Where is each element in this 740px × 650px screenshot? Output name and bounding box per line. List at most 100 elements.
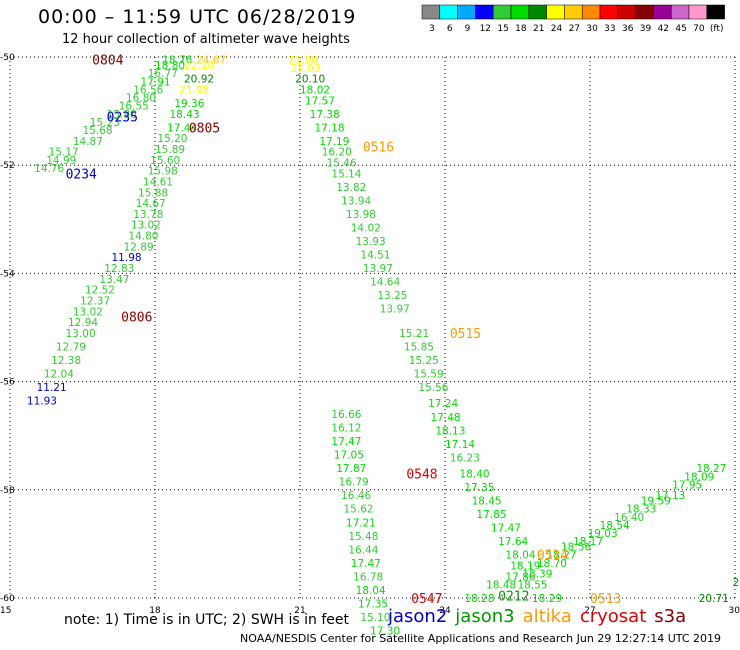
wave-height-point: 18.39 [522, 569, 552, 581]
wave-height-point: 18.04 [356, 585, 386, 597]
time-labels: 0804 0235 0805 0234 0516 0806 0515 0548 0514 0212… [66, 54, 622, 607]
y-tick-label: -58 [0, 486, 15, 496]
satellite-legend: jason2 jason3 altika cryosat s3a [388, 606, 694, 627]
wave-height-point: 17.47 [351, 558, 381, 570]
wave-height-point: 12.89 [124, 241, 154, 253]
time-label: 0515 [450, 327, 481, 342]
colorbar-swatch [670, 4, 690, 20]
wave-height-point: 19.03 [588, 528, 618, 540]
wave-height-point: 13.97 [363, 263, 393, 275]
wave-height-point: 18.55 [518, 579, 548, 591]
wave-height-point: 13.98 [346, 209, 376, 221]
wave-height-point: 18.80 [155, 60, 185, 72]
wave-height-point: 13.82 [336, 182, 366, 194]
wave-height-point: 15.21 [399, 328, 429, 340]
wave-height-point: 18.70 [537, 558, 567, 570]
wave-height-point: 17.85 [476, 509, 506, 521]
colorbar-swatch [564, 4, 583, 20]
wave-height-point: 16.20 [322, 147, 352, 159]
wave-height-point: 17.47 [331, 436, 361, 448]
wave-height-point: 18.04 [505, 550, 535, 562]
wave-height-point: 19.59 [641, 496, 671, 508]
wave-height-point: 14.80 [128, 231, 158, 243]
legend-item-altika: altika [522, 606, 572, 627]
wave-height-point: 14.61 [143, 176, 173, 188]
wave-height-point: 17.35 [358, 598, 388, 610]
wave-height-point: 16.79 [339, 477, 369, 489]
wave-height-point: 15.62 [344, 504, 374, 516]
wave-height-point: 17.38 [310, 109, 340, 121]
colorbar-label: 15 [497, 24, 508, 34]
wave-height-point: 17.87 [336, 463, 366, 475]
colorbar-label: 42 [658, 24, 669, 34]
colorbar-label: 21 [533, 24, 544, 34]
chart-grid [9, 56, 736, 599]
wave-height-point: 12.38 [51, 355, 81, 367]
wave-height-point: 15.56 [418, 382, 448, 394]
wave-height-point: 13.25 [377, 290, 407, 302]
wave-height-point: 17.18 [315, 122, 345, 134]
wave-height-point: 14.87 [73, 136, 103, 148]
legend-item-cryosat: cryosat [579, 606, 647, 627]
wave-height-point: 15.23 [90, 117, 120, 129]
wave-height-point: 16.78 [353, 571, 383, 583]
legend-item-s3a: s3a [654, 606, 687, 627]
wave-height-point: 15.10 [360, 612, 390, 624]
colorbar-label: 18 [515, 24, 527, 34]
colorbar-label: 24 [551, 24, 563, 34]
wave-height-point: 15.46 [327, 157, 357, 169]
colorbar-label: 39 [640, 24, 652, 34]
wave-height-point: 18.56 [561, 542, 591, 554]
wave-height-point: 15.48 [348, 531, 378, 543]
wave-height-point: 17.86 [505, 571, 535, 583]
wave-height-point: 14.02 [351, 222, 381, 234]
wave-height-point: 16.40 [614, 512, 644, 524]
wave-height-point: 15.25 [409, 355, 439, 367]
wave-height-point: 17.13 [655, 490, 685, 502]
colorbar-swatch [475, 4, 494, 20]
wave-height-point: 12.79 [56, 341, 86, 353]
legend-item-jason2: jason2 [388, 606, 448, 627]
wave-height-point: 14.67 [136, 198, 166, 210]
wave-height-point: 18.28 [464, 593, 494, 605]
wave-height-point: 17.64 [498, 536, 528, 548]
x-tick-label: 18 [149, 606, 161, 616]
colorbar-swatch [706, 4, 725, 20]
wave-height-point: 17.24 [428, 398, 458, 410]
y-tick-label: -54 [0, 269, 15, 279]
wave-height-point: 12.83 [104, 263, 134, 275]
wave-height-point: 15.17 [49, 147, 79, 159]
wave-height-point: 17.47 [491, 523, 521, 535]
wave-height-point: 17.21 [346, 517, 376, 529]
colorbar-swatch [581, 4, 601, 20]
colorbar: 3 6 9 12 15 18 21 24 27 30 33 36 39 42 45 70 (ft) [421, 4, 725, 34]
wave-height-point: 17.05 [334, 450, 364, 462]
time-label: 0516 [363, 140, 394, 155]
wave-height-point: 18.17 [573, 536, 603, 548]
wave-height-point: 14.76 [34, 163, 64, 175]
wave-height-point: 13.94 [341, 195, 371, 207]
wave-height-point: 13.00 [66, 328, 96, 340]
time-label: 0235 [107, 111, 138, 126]
wave-height-point: 11.98 [112, 252, 142, 264]
wave-height-point: 20.71 [699, 593, 729, 605]
y-tick-label: -50 [0, 53, 15, 63]
colorbar-swatch [510, 4, 530, 20]
wave-height-point: 17.91 [141, 76, 171, 88]
wave-height-point: 16.55 [119, 101, 149, 113]
wave-height-point: 16.23 [450, 452, 480, 464]
wave-height-point: 18.48 [486, 579, 516, 591]
colorbar-swatch [653, 4, 672, 20]
wave-height-point: 12.37 [80, 295, 110, 307]
colorbar-label: 45 [675, 24, 686, 34]
wave-height-point: 17.57 [305, 95, 335, 107]
time-label: 0804 [92, 54, 123, 69]
wave-height-point: 24.67 [196, 55, 226, 67]
wave-height-point: 18.40 [460, 469, 490, 481]
wave-height-point: 16.56 [133, 84, 163, 96]
wave-height-point: 13.78 [133, 209, 163, 221]
wave-height-point: 16.44 [348, 544, 378, 556]
wave-height-point: 11.21 [37, 382, 67, 394]
